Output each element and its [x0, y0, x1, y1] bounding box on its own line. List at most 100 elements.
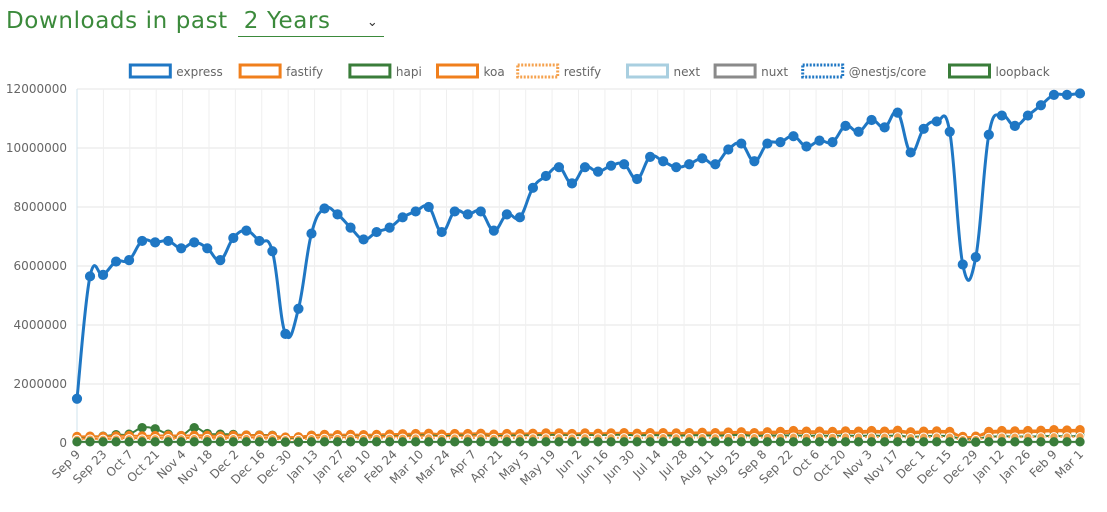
legend-item-loopback[interactable]: loopback: [948, 63, 1050, 79]
data-point-loopback[interactable]: [971, 437, 981, 447]
legend-item-hapi[interactable]: hapi: [348, 63, 422, 79]
data-point-express[interactable]: [110, 256, 122, 267]
legend-item-restify[interactable]: restify: [516, 63, 601, 79]
data-point-loopback[interactable]: [85, 437, 95, 447]
data-point-loopback[interactable]: [945, 437, 955, 447]
data-point-loopback[interactable]: [176, 437, 186, 447]
data-point-express[interactable]: [436, 226, 447, 238]
data-point-express[interactable]: [488, 225, 499, 236]
data-point-loopback[interactable]: [1023, 437, 1033, 447]
data-point-express[interactable]: [267, 246, 278, 257]
data-point-loopback[interactable]: [515, 437, 525, 447]
data-point-loopback[interactable]: [371, 437, 382, 447]
data-point-loopback[interactable]: [202, 437, 212, 447]
data-point-hapi[interactable]: [189, 422, 199, 433]
data-point-express[interactable]: [710, 159, 721, 170]
data-point-loopback[interactable]: [189, 437, 199, 447]
data-point-express[interactable]: [423, 201, 434, 213]
data-point-loopback[interactable]: [384, 437, 395, 447]
data-point-express[interactable]: [1009, 120, 1020, 131]
data-point-express[interactable]: [176, 243, 187, 254]
data-point-loopback[interactable]: [215, 437, 225, 447]
data-point-express[interactable]: [241, 225, 252, 236]
data-point-express[interactable]: [553, 162, 565, 173]
data-point-loopback[interactable]: [788, 437, 799, 447]
data-point-express[interactable]: [788, 131, 799, 142]
data-point-loopback[interactable]: [710, 437, 720, 447]
data-point-loopback[interactable]: [892, 437, 903, 447]
data-point-express[interactable]: [371, 226, 382, 238]
data-point-loopback[interactable]: [1010, 437, 1020, 447]
data-point-express[interactable]: [163, 235, 174, 247]
data-point-express[interactable]: [527, 182, 539, 193]
data-point-express[interactable]: [970, 252, 981, 263]
legend-item--nestjs-core[interactable]: @nestjs/core: [801, 63, 927, 79]
data-point-express[interactable]: [1074, 88, 1086, 99]
data-point-express[interactable]: [892, 107, 903, 118]
data-point-express[interactable]: [866, 114, 877, 126]
data-point-loopback[interactable]: [866, 437, 877, 447]
data-point-express[interactable]: [592, 166, 604, 177]
data-point-express[interactable]: [319, 203, 330, 214]
data-point-express[interactable]: [957, 259, 968, 270]
data-point-express[interactable]: [762, 138, 773, 149]
data-point-loopback[interactable]: [306, 437, 317, 447]
data-point-loopback[interactable]: [840, 437, 851, 447]
data-point-loopback[interactable]: [619, 437, 629, 447]
data-point-loopback[interactable]: [163, 437, 173, 447]
data-point-loopback[interactable]: [424, 437, 434, 447]
data-point-express[interactable]: [1022, 110, 1033, 121]
data-point-loopback[interactable]: [593, 437, 603, 447]
data-point-loopback[interactable]: [397, 437, 408, 447]
data-point-loopback[interactable]: [932, 437, 942, 447]
data-point-express[interactable]: [514, 212, 525, 223]
data-point-express[interactable]: [775, 137, 786, 148]
data-point-express[interactable]: [736, 138, 747, 149]
data-point-express[interactable]: [684, 159, 695, 170]
data-point-loopback[interactable]: [632, 437, 642, 447]
data-point-express[interactable]: [215, 255, 226, 266]
data-point-loopback[interactable]: [1075, 437, 1085, 447]
data-point-loopback[interactable]: [984, 437, 994, 447]
data-point-express[interactable]: [605, 160, 617, 171]
data-point-express[interactable]: [410, 206, 421, 217]
data-point-loopback[interactable]: [98, 437, 108, 447]
data-point-loopback[interactable]: [72, 437, 82, 447]
legend-item-fastify[interactable]: fastify: [238, 63, 323, 79]
data-point-loopback[interactable]: [111, 437, 121, 447]
data-point-express[interactable]: [501, 209, 512, 220]
data-point-loopback[interactable]: [580, 437, 590, 447]
data-point-express[interactable]: [202, 243, 213, 254]
data-point-express[interactable]: [579, 162, 591, 173]
data-point-loopback[interactable]: [541, 437, 551, 447]
data-point-express[interactable]: [1035, 100, 1047, 111]
data-point-loopback[interactable]: [645, 437, 655, 447]
data-point-loopback[interactable]: [554, 437, 564, 447]
data-point-express[interactable]: [983, 129, 994, 140]
data-point-express[interactable]: [671, 162, 682, 173]
data-point-loopback[interactable]: [749, 437, 760, 447]
data-point-express[interactable]: [254, 235, 265, 247]
data-point-loopback[interactable]: [463, 437, 473, 447]
data-point-loopback[interactable]: [918, 437, 929, 447]
data-point-loopback[interactable]: [150, 437, 160, 447]
data-point-express[interactable]: [1061, 89, 1073, 101]
data-point-loopback[interactable]: [410, 437, 421, 447]
legend-item-express[interactable]: express: [128, 63, 223, 79]
data-point-express[interactable]: [280, 328, 291, 339]
data-point-loopback[interactable]: [827, 437, 838, 447]
data-point-express[interactable]: [645, 151, 656, 162]
data-point-express[interactable]: [137, 235, 148, 247]
data-point-express[interactable]: [905, 147, 916, 158]
data-point-express[interactable]: [566, 178, 578, 189]
data-point-express[interactable]: [632, 173, 643, 185]
data-point-loopback[interactable]: [1062, 437, 1072, 447]
data-point-loopback[interactable]: [762, 437, 773, 447]
data-point-loopback[interactable]: [684, 437, 694, 447]
data-point-loopback[interactable]: [345, 437, 356, 447]
data-point-loopback[interactable]: [1049, 437, 1059, 447]
data-point-loopback[interactable]: [489, 437, 499, 447]
data-point-express[interactable]: [71, 393, 83, 404]
data-point-loopback[interactable]: [671, 437, 681, 447]
data-point-loopback[interactable]: [697, 437, 707, 447]
